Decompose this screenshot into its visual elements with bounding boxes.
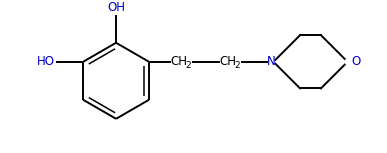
Text: 2: 2 bbox=[235, 61, 240, 70]
Text: OH: OH bbox=[107, 1, 125, 14]
Text: N: N bbox=[267, 55, 276, 68]
Text: CH: CH bbox=[219, 55, 236, 68]
Text: O: O bbox=[351, 55, 361, 68]
Text: 2: 2 bbox=[185, 61, 191, 70]
Text: CH: CH bbox=[170, 55, 187, 68]
Text: HO: HO bbox=[37, 55, 55, 68]
